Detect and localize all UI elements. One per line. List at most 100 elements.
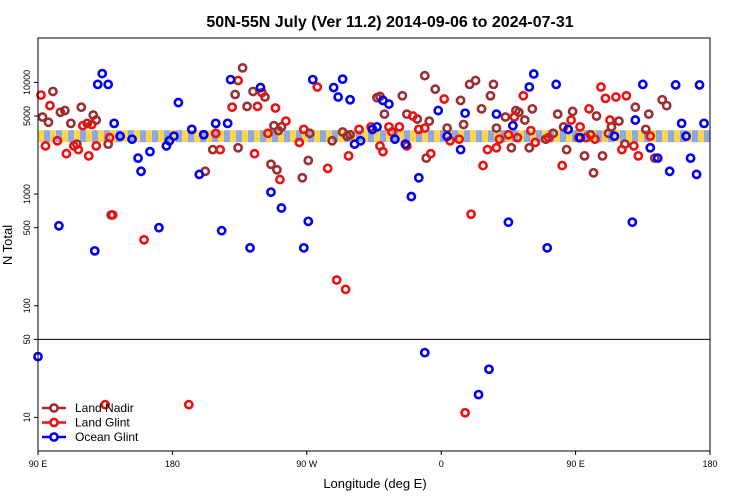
band-segment — [698, 130, 704, 143]
point-land-glint — [73, 144, 84, 155]
band-segment — [632, 130, 638, 143]
band-segment — [332, 130, 338, 143]
band-segment — [140, 130, 146, 143]
point-land-glint — [91, 141, 102, 151]
point-ocean-glint — [575, 132, 585, 143]
point-land-glint — [645, 131, 656, 142]
point-land-nadir — [485, 90, 496, 101]
point-land-glint — [543, 132, 554, 143]
point-land-nadir — [59, 105, 70, 116]
point-land-nadir — [43, 117, 54, 128]
point-land-glint — [454, 134, 465, 145]
point-ocean-glint — [503, 217, 514, 228]
point-ocean-glint — [664, 166, 675, 177]
point-land-glint — [275, 174, 285, 185]
point-land-glint — [378, 146, 388, 157]
y-axis-ticks: 10000 5000 1000 500 100 50 10 — [22, 70, 38, 422]
band-segment — [278, 130, 284, 143]
band-segment — [662, 130, 668, 143]
point-land-nadir — [397, 90, 408, 101]
point-ocean-glint — [276, 203, 287, 213]
point-land-nadir — [527, 103, 538, 114]
point-land-glint — [86, 119, 97, 130]
point-land-glint — [605, 115, 615, 125]
plot-frame — [37, 37, 711, 452]
x-tick-label: 180 — [702, 459, 717, 469]
point-land-glint — [596, 82, 606, 92]
point-ocean-glint — [136, 166, 146, 177]
band-segment — [566, 130, 572, 143]
point-ocean-glint — [115, 131, 126, 142]
point-land-glint — [600, 93, 611, 104]
point-land-nadir — [65, 118, 76, 129]
point-ocean-glint — [186, 124, 197, 135]
point-land-glint — [407, 111, 418, 121]
band-segment — [326, 130, 332, 143]
x-axis-label: Longitude (deg E) — [323, 476, 426, 491]
point-ocean-glint — [542, 242, 553, 253]
point-land-glint — [263, 128, 273, 139]
band-segment — [416, 130, 422, 143]
band-segment — [482, 130, 488, 143]
band-segment — [44, 130, 50, 143]
band-segment — [188, 130, 194, 143]
point-ocean-glint — [455, 144, 466, 155]
point-land-glint — [525, 125, 536, 136]
band-segment — [86, 130, 92, 143]
band-segment — [302, 130, 308, 143]
band-segment — [692, 130, 698, 143]
point-land-nadir — [207, 144, 218, 155]
point-land-glint — [491, 142, 502, 153]
point-land-glint — [227, 102, 238, 113]
point-ocean-glint — [210, 118, 221, 129]
point-ocean-glint — [372, 121, 382, 132]
point-ocean-glint — [433, 105, 444, 116]
point-land-nadir — [588, 167, 599, 178]
band-segment — [236, 130, 242, 143]
y-axis-label: N Total — [0, 225, 15, 265]
x-axis-ticks: 90 E 180 90 W 0 90 E 180 — [29, 451, 718, 469]
point-ocean-glint — [89, 245, 100, 256]
y-tick-label: 50 — [22, 334, 32, 344]
point-land-nadir — [491, 123, 502, 133]
point-land-glint — [270, 103, 281, 113]
band-segment — [92, 130, 98, 143]
point-land-glint — [343, 150, 354, 161]
point-land-glint — [45, 100, 55, 111]
band-segment — [248, 130, 254, 143]
band-segment — [206, 130, 212, 143]
band-segment — [656, 130, 662, 143]
band-segment — [230, 130, 236, 143]
legend-entry: Land Nadir — [42, 401, 134, 415]
point-land-glint — [616, 144, 627, 155]
point-land-nadir — [237, 62, 248, 73]
x-tick-label: 90 E — [29, 459, 48, 469]
point-ocean-glint — [198, 129, 209, 140]
point-land-nadir — [442, 123, 453, 133]
band-segment — [596, 130, 602, 143]
point-land-nadir — [661, 100, 672, 111]
point-land-glint — [494, 134, 505, 145]
point-ocean-glint — [400, 139, 411, 150]
band-segment — [476, 130, 482, 143]
point-land-glint — [425, 148, 436, 159]
point-land-glint — [252, 101, 263, 112]
band-segment — [182, 130, 188, 143]
band-segment — [164, 130, 170, 143]
band-segment — [254, 130, 260, 143]
band-segment — [176, 130, 182, 143]
point-land-glint — [61, 148, 72, 159]
point-land-glint — [557, 160, 568, 171]
point-land-nadir — [455, 95, 466, 106]
point-ocean-glint — [460, 108, 470, 119]
band-segment — [152, 130, 158, 143]
band-segment — [428, 130, 434, 143]
point-land-glint — [530, 137, 541, 148]
point-land-nadir — [327, 135, 338, 146]
band-segment — [452, 130, 458, 143]
point-ocean-glint — [255, 82, 266, 93]
point-land-nadir — [303, 155, 314, 166]
band-segment — [272, 130, 278, 143]
point-ocean-glint — [691, 169, 702, 180]
point-ocean-glint — [609, 131, 620, 142]
